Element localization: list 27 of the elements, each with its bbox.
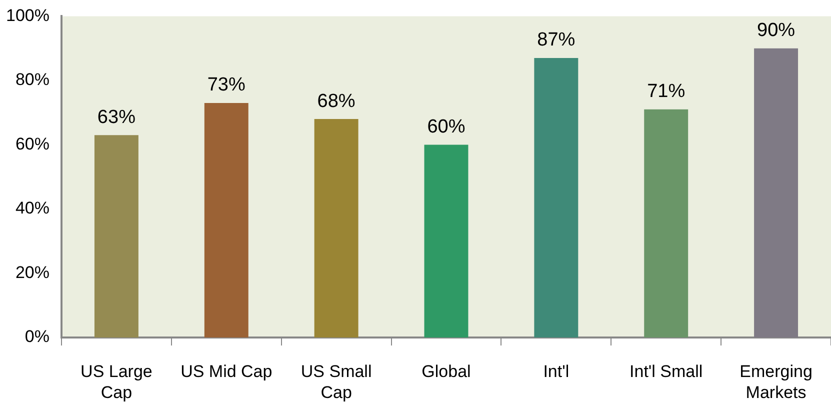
y-tick-label: 60% bbox=[15, 134, 50, 154]
bar bbox=[314, 119, 358, 338]
bar bbox=[644, 109, 688, 338]
x-tick-label: US Small Cap bbox=[300, 362, 372, 402]
bar bbox=[534, 58, 578, 338]
x-tick-label: Emerging Markets bbox=[740, 362, 812, 402]
data-label: 71% bbox=[647, 81, 686, 102]
y-tick-label: 40% bbox=[15, 198, 50, 218]
bar bbox=[754, 48, 798, 338]
data-label: 73% bbox=[207, 74, 246, 96]
bar bbox=[424, 144, 468, 338]
data-label: 68% bbox=[317, 90, 356, 112]
x-tick-label: US Mid Cap bbox=[180, 362, 272, 381]
x-tick-label: Int'l Small bbox=[630, 362, 703, 381]
bar bbox=[94, 135, 138, 338]
y-tick-label: 20% bbox=[15, 262, 50, 282]
data-label: 90% bbox=[757, 20, 796, 42]
x-tick-label: Global bbox=[422, 362, 471, 381]
x-tick-label: US Large Cap bbox=[80, 362, 152, 402]
data-label: 60% bbox=[427, 116, 466, 138]
y-tick-label: 0% bbox=[24, 327, 50, 346]
bar bbox=[204, 102, 248, 338]
data-label: 87% bbox=[537, 30, 576, 51]
y-tick-label: 80% bbox=[15, 70, 50, 90]
y-tick-label: 100% bbox=[6, 6, 50, 25]
x-tick-label: Int'l bbox=[543, 362, 570, 381]
data-label: 63% bbox=[97, 106, 136, 128]
